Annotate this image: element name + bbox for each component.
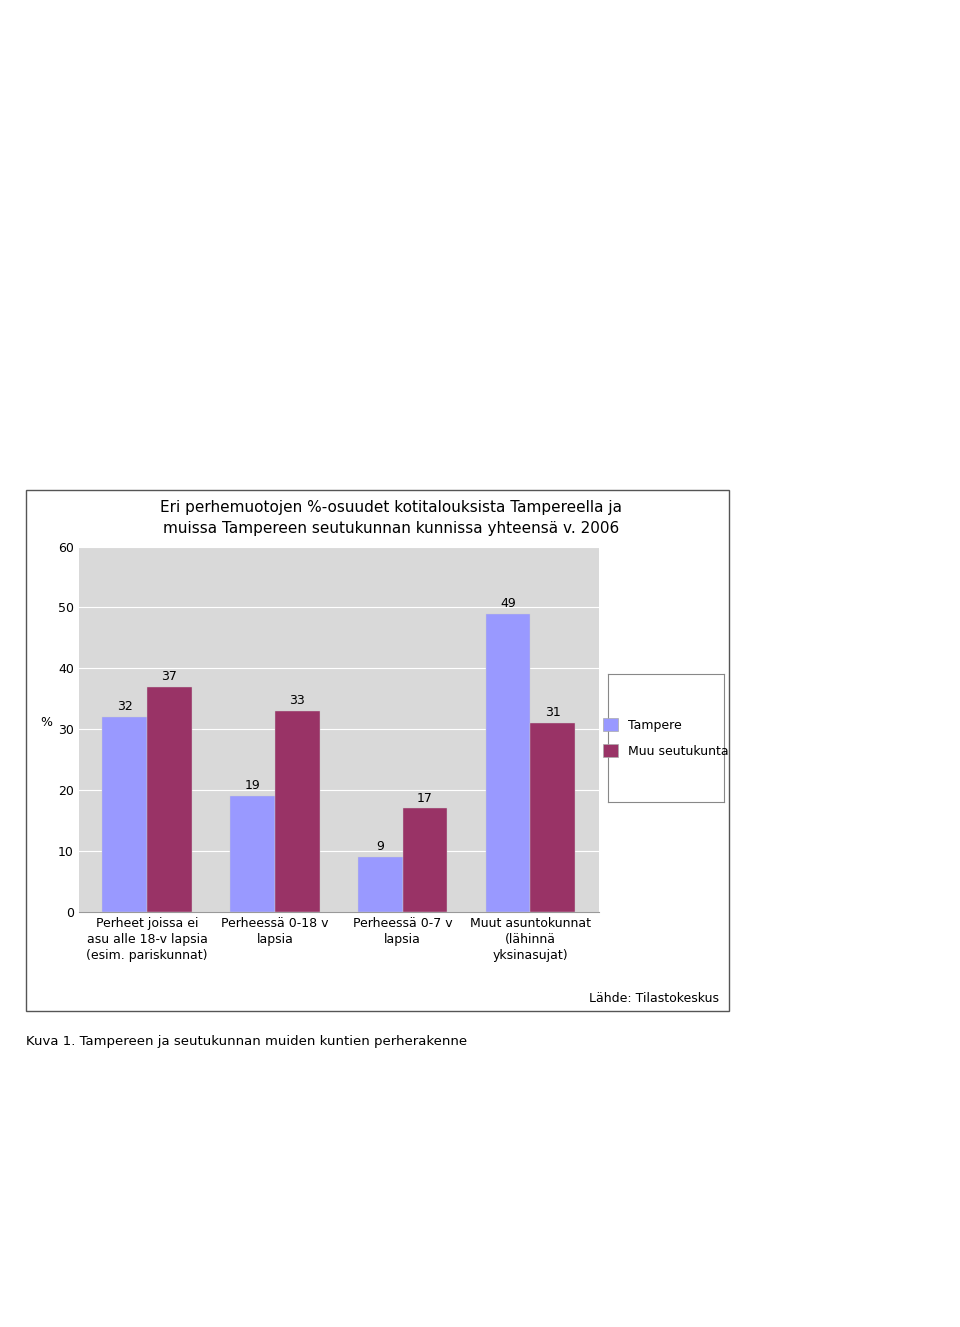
Text: 9: 9	[376, 840, 384, 853]
Bar	[358, 857, 402, 912]
Bar	[530, 723, 575, 912]
Text: 17: 17	[417, 792, 433, 804]
Text: Lähde: Tilastokeskus: Lähde: Tilastokeskus	[589, 991, 719, 1005]
Text: Eri perhemuotojen %-osuudet kotitalouksista Tampereella ja
muissa Tampereen seut: Eri perhemuotojen %-osuudet kotitalouksi…	[160, 500, 622, 536]
Text: Kuva 1. Tampereen ja seutukunnan muiden kuntien perherakenne: Kuva 1. Tampereen ja seutukunnan muiden …	[26, 1035, 468, 1048]
Text: 33: 33	[289, 694, 305, 707]
Text: 49: 49	[500, 597, 516, 610]
Bar	[230, 796, 275, 912]
Text: 37: 37	[161, 670, 178, 683]
Text: 19: 19	[245, 779, 260, 792]
Text: 32: 32	[117, 701, 132, 714]
Y-axis label: %: %	[40, 717, 53, 729]
Bar	[275, 711, 320, 912]
Bar	[103, 717, 147, 912]
Text: 31: 31	[545, 706, 561, 719]
Bar	[147, 686, 192, 912]
Bar	[486, 613, 530, 912]
Legend: Tampere, Muu seutukunta: Tampere, Muu seutukunta	[593, 709, 739, 768]
Bar	[402, 808, 447, 912]
